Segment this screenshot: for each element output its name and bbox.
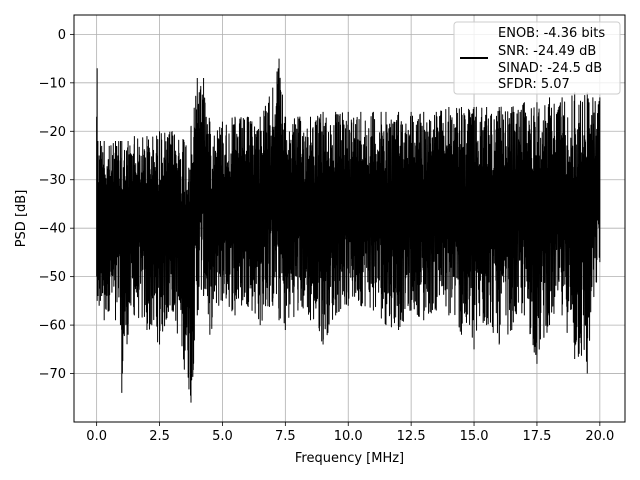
x-tick-label: 10.0 (334, 429, 363, 444)
y-tick-label: −40 (39, 222, 66, 237)
series-layer (96, 58, 601, 403)
legend-enob: ENOB: -4.36 bits (498, 26, 605, 41)
y-tick-label: −20 (39, 125, 66, 140)
y-tick-label: −10 (39, 76, 66, 91)
y-tick-label: 0 (58, 28, 66, 43)
x-tick-label: 20.0 (585, 429, 614, 444)
y-tick-label: −30 (39, 173, 66, 188)
x-tick-label: 2.5 (149, 429, 170, 444)
y-tick-label: −50 (39, 270, 66, 285)
x-axis-ticks: 0.0 2.5 5.0 7.5 10.0 12.5 15.0 17.5 20.0 (86, 422, 614, 444)
x-axis-label: Frequency [MHz] (295, 451, 404, 466)
psd-series-line (96, 58, 601, 403)
plot-frame (73, 14, 626, 423)
legend-box (453, 21, 621, 95)
y-axis-label: PSD [dB] (14, 190, 29, 248)
x-tick-label: 5.0 (212, 429, 233, 444)
y-tick-label: −70 (39, 367, 66, 382)
legend-sinad: SINAD: -24.5 dB (498, 61, 602, 76)
legend: ENOB: -4.36 bits SNR: -24.49 dB SINAD: -… (453, 21, 621, 95)
x-tick-label: 12.5 (397, 429, 426, 444)
x-tick-label: 0.0 (86, 429, 107, 444)
y-tick-label: −60 (39, 319, 66, 334)
x-tick-label: 17.5 (522, 429, 551, 444)
x-tick-label: 7.5 (275, 429, 296, 444)
y-axis-ticks: 0 −10 −20 −30 −40 −50 −60 −70 (39, 28, 74, 382)
legend-sfdr: SFDR: 5.07 (498, 77, 570, 92)
x-tick-label: 15.0 (460, 429, 489, 444)
legend-snr: SNR: -24.49 dB (498, 44, 596, 59)
